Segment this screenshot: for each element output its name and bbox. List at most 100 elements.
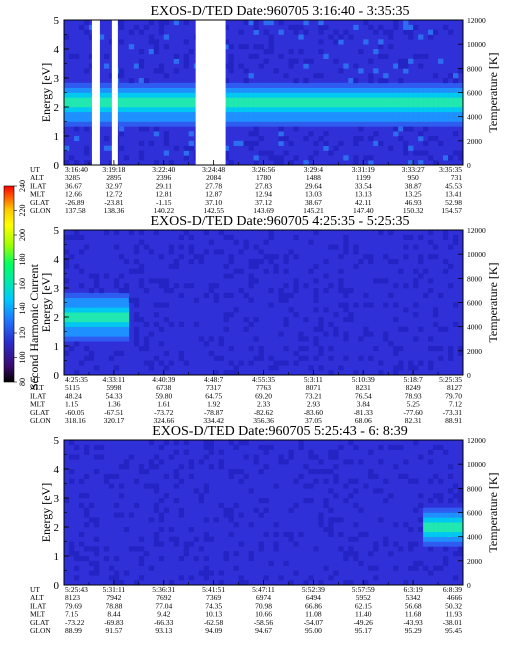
heatmap-cell [368,254,374,260]
heatmap-cell [248,360,254,366]
heatmap-cell [398,78,404,84]
heatmap-cell [363,580,369,586]
heatmap-cell [83,331,90,337]
heatmap-cell [318,317,324,323]
heatmap-cell [283,82,289,88]
heatmap-cell [353,24,359,30]
heatmap-cell [73,370,80,376]
heatmap-cell [228,473,234,479]
heatmap-cell [118,254,125,260]
heatmap-cell [403,234,409,240]
heatmap-cell [318,97,324,103]
heatmap-cell [433,312,439,318]
heatmap-cell [433,522,439,528]
heatmap-cell [328,454,334,460]
table-cell: 8071 [306,383,321,392]
heatmap-cell [373,575,379,581]
table-cell: 7692 [156,593,171,602]
heatmap-cell [313,150,319,156]
heatmap-cell [408,29,414,35]
heatmap-cell [288,454,294,460]
heatmap-cell [183,541,189,547]
heatmap-cell [428,87,434,93]
y-tick-label: 5 [54,435,60,447]
heatmap-cell [183,58,189,64]
table-cell: 5:3:11 [304,375,323,384]
heatmap-cell [358,116,364,122]
heatmap-cell [68,53,75,59]
heatmap-cell [158,278,165,284]
heatmap-cell [293,82,299,88]
heatmap-cell [228,92,234,98]
heatmap-cell [83,346,90,352]
heatmap-cell [233,365,239,371]
y-tick-label: 3 [54,73,60,85]
heatmap-cell [193,556,199,562]
heatmap-cell [188,283,194,289]
table-cell: -58.56 [254,618,274,627]
heatmap-cell [383,121,389,127]
panel-1-title: EXOS-D/TED Date:960705 3:16:40 - 3:35:35 [151,4,410,19]
heatmap-cell [388,341,394,347]
heatmap-cell [178,292,184,298]
heatmap-cell [323,121,329,127]
heatmap-cell [368,97,374,103]
y2-tick-label: 8000 [467,64,482,73]
heatmap-cell [323,24,329,30]
heatmap-cell [413,150,419,156]
heatmap-cell [258,63,264,69]
heatmap-cell [353,97,359,103]
heatmap-cell [403,121,409,127]
table-cell: 2895 [106,173,121,182]
heatmap-cell [78,121,85,127]
heatmap-cell [418,150,424,156]
heatmap-cell [288,24,294,30]
heatmap-cell [233,565,239,571]
table-cell: -1.15 [156,198,172,207]
heatmap-cell [118,126,125,132]
heatmap-cell [228,512,234,518]
heatmap-cell [403,283,409,289]
heatmap-cell [118,87,125,93]
heatmap-cell [243,580,249,586]
y-tick-label: 4 [54,464,60,476]
heatmap-cell [98,102,105,108]
heatmap-cell [318,321,324,327]
y2-tick-label: 0 [467,371,471,380]
heatmap-cell [213,517,219,523]
heatmap-cell [103,307,110,313]
heatmap-cell [73,341,80,347]
heatmap-cell [218,449,224,455]
heatmap-cell [393,370,399,376]
heatmap-cell [108,473,115,479]
heatmap-cell [278,92,284,98]
y2-tick-label: 8000 [467,484,482,493]
heatmap-cell [138,87,145,93]
heatmap-cell [393,107,399,113]
table-cell: 38.87 [405,181,422,190]
heatmap-cell [413,541,419,547]
colorbar-label: Second Harmonic Current [27,263,41,390]
heatmap-cell [183,53,189,59]
heatmap-cell [298,97,304,103]
table-cell: 78.93 [405,391,422,400]
heatmap-cell [83,312,90,318]
heatmap-cell [293,107,299,113]
heatmap-cell [64,111,70,117]
heatmap-cell [403,254,409,260]
heatmap-cell [418,326,424,332]
heatmap-cell [253,102,259,108]
heatmap-cell [273,87,279,93]
heatmap-cell [423,512,429,518]
heatmap-cell [148,365,155,371]
heatmap-cell [238,478,244,484]
heatmap-cell [283,531,289,537]
heatmap-cell [188,131,194,137]
heatmap-cell [413,560,419,566]
heatmap-cell [243,102,249,108]
heatmap-cell [148,331,155,337]
heatmap-cell [208,449,214,455]
heatmap-cell [73,551,80,557]
heatmap-cell [223,551,229,557]
heatmap-cell [383,102,389,108]
